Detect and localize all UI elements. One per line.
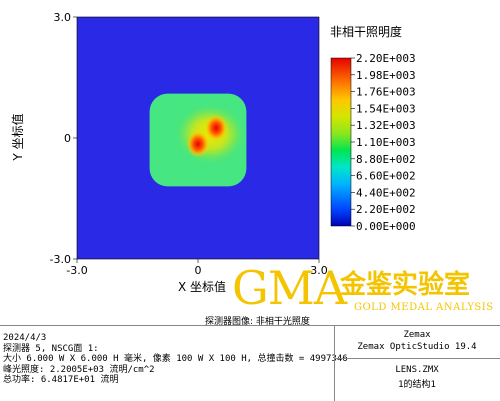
- footer-file: LENS.ZMX: [395, 365, 439, 375]
- x-tick-label: -3.0: [66, 264, 87, 277]
- watermark-english-name: GOLD MEDAL ANALYSIS: [354, 302, 494, 313]
- colorbar-tick-label: 1.98E+003: [356, 69, 416, 82]
- colorbar-tick-label: 8.80E+002: [356, 153, 416, 166]
- footer-line-2: 大小 6.000 W X 6.000 H 毫米, 像素 100 W X 100 …: [3, 354, 348, 364]
- y-tick-label: -3.0: [50, 253, 71, 266]
- colorbar-gradient: [330, 57, 352, 227]
- footer-line-1: 探测器 5, NSCG面 1:: [3, 343, 99, 354]
- x-tick-label: 0: [195, 264, 202, 277]
- plot-area: [76, 16, 320, 260]
- footer-config: 1的结构1: [398, 380, 436, 390]
- x-axis-label: X 坐标值: [178, 279, 226, 294]
- footer-brand: Zemax: [403, 330, 431, 340]
- colorbar-tick-label: 1.32E+003: [356, 119, 416, 132]
- colorbar: 非相干照明度 2.20E+003 1.98E+003 1.76E+003 1.54E+…: [330, 24, 416, 233]
- footer-title: 探测器图像: 非相干光照度: [205, 317, 310, 327]
- footer-line-4: 总功率: 6.4817E+01 流明: [3, 375, 119, 385]
- footer-brand-box: Zemax Zemax OpticStudio 19.4: [334, 326, 500, 359]
- intensity-peak: [187, 131, 209, 158]
- watermark-chinese-name: 金鉴实验室: [340, 270, 471, 300]
- footer-line-3: 峰光照度: 2.2005E+03 流明/cm^2: [3, 364, 155, 375]
- info-footer: 探测器图像: 非相干光照度 2024/4/3 探测器 5, NSCG面 1: 大小 …: [0, 313, 500, 401]
- colorbar-tick-label: 4.40E+002: [356, 186, 416, 199]
- footer-file-box: LENS.ZMX 1的结构1: [334, 359, 500, 401]
- colorbar-tick-label: 2.20E+002: [356, 203, 416, 216]
- x-tick-label: 3.0: [310, 264, 328, 277]
- detector-chart: -3.0 0 3.0 3.0 0 -3.0 X 坐标值 Y 坐标值 非相干照明度 2.20…: [10, 11, 416, 294]
- colorbar-title: 非相干照明度: [330, 24, 402, 39]
- footer-date: 2024/4/3: [3, 333, 47, 343]
- colorbar-tick-label: 6.60E+002: [356, 170, 416, 183]
- footer-details: 2024/4/3 探测器 5, NSCG面 1: 大小 6.000 W X 6.00…: [3, 333, 348, 386]
- watermark-logo-letters: GMA: [232, 261, 347, 315]
- colorbar-tick-label: 1.10E+003: [356, 136, 416, 149]
- footer-title-bar: 探测器图像: 非相干光照度: [0, 313, 500, 327]
- colorbar-tick-label: 2.20E+003: [356, 52, 416, 65]
- colorbar-tick-label: 0.00E+000: [356, 220, 416, 233]
- y-axis-label: Y 坐标值: [10, 113, 25, 161]
- colorbar-tick-label: 1.54E+003: [356, 102, 416, 115]
- y-tick-label: 3.0: [54, 11, 72, 24]
- intensity-peak: [205, 114, 228, 141]
- colorbar-tick-label: 1.76E+003: [356, 86, 416, 99]
- footer-product: Zemax OpticStudio 19.4: [357, 342, 477, 352]
- y-tick-label: 0: [64, 132, 71, 145]
